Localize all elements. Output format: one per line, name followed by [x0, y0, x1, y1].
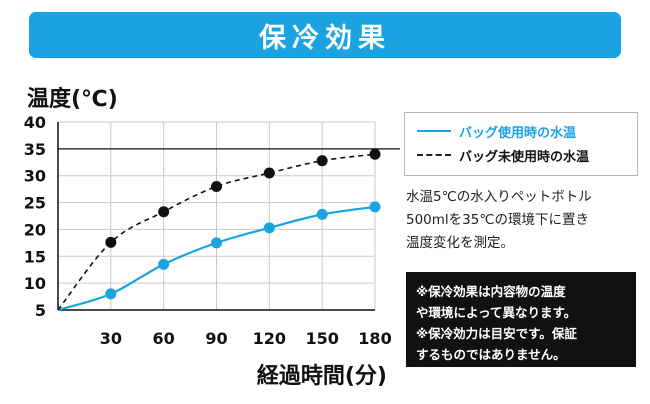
description-line: 温度変化を測定。	[406, 235, 514, 251]
y-tick-label: 20	[24, 220, 46, 239]
data-point-with-bag	[105, 288, 117, 300]
data-point-without-bag	[158, 206, 170, 218]
title-banner: 保冷効果	[29, 12, 621, 58]
data-point-without-bag	[263, 167, 275, 179]
banner-title: 保冷効果	[259, 22, 391, 54]
test-description: 水温5℃の水入りペットボトル 500mlを35℃の環境下に置き 温度変化を測定。	[406, 186, 642, 255]
legend-label-with-bag: バッグ使用時の水温	[459, 125, 577, 141]
data-point-with-bag	[211, 237, 222, 249]
description-line: 500mlを35℃の環境下に置き	[406, 212, 590, 228]
x-tick-label: 150	[305, 329, 338, 348]
y-axis-title: 温度(℃)	[27, 86, 118, 112]
disclaimer-box: ※保冷効果は内容物の温度 や環境によって異なります。 ※保冷効力は目安です。保証…	[406, 272, 636, 367]
data-point-without-bag	[369, 148, 381, 160]
disclaimer-line: ※保冷効果は内容物の温度	[416, 284, 566, 299]
chart-legend: バッグ使用時の水温 バッグ未使用時の水温	[404, 112, 638, 176]
disclaimer-line: ※保冷効力は目安です。保証	[416, 326, 577, 341]
legend-item-without-bag: バッグ未使用時の水温	[417, 145, 589, 165]
data-point-with-bag	[316, 208, 328, 220]
disclaimer-line: するものではありません。	[416, 347, 566, 362]
x-tick-label: 30	[100, 329, 122, 348]
x-tick-label: 60	[153, 329, 175, 348]
x-tick-label: 90	[205, 329, 227, 348]
x-tick-label: 180	[358, 329, 391, 348]
data-point-without-bag	[105, 236, 117, 248]
y-tick-label: 15	[24, 247, 46, 266]
data-point-with-bag	[369, 201, 381, 213]
data-point-with-bag	[263, 222, 275, 234]
legend-label-without-bag: バッグ未使用時の水温	[459, 149, 590, 165]
data-point-without-bag	[211, 180, 222, 192]
legend-dashed-line	[417, 154, 451, 156]
disclaimer-line: や環境によって異なります。	[416, 305, 577, 320]
y-tick-label: 10	[24, 274, 46, 293]
y-tick-label: 40	[24, 113, 46, 132]
data-point-with-bag	[158, 258, 170, 270]
y-tick-label: 25	[24, 194, 46, 213]
data-point-without-bag	[316, 155, 328, 167]
legend-solid-line	[417, 130, 451, 132]
y-tick-label: 35	[24, 140, 46, 159]
description-line: 水温5℃の水入りペットボトル	[406, 189, 592, 205]
x-axis-title: 経過時間(分)	[257, 363, 387, 389]
y-tick-label: 5	[35, 301, 46, 320]
y-tick-label: 30	[24, 167, 46, 186]
x-tick-label: 120	[253, 329, 286, 348]
legend-item-with-bag: バッグ使用時の水温	[417, 121, 576, 141]
